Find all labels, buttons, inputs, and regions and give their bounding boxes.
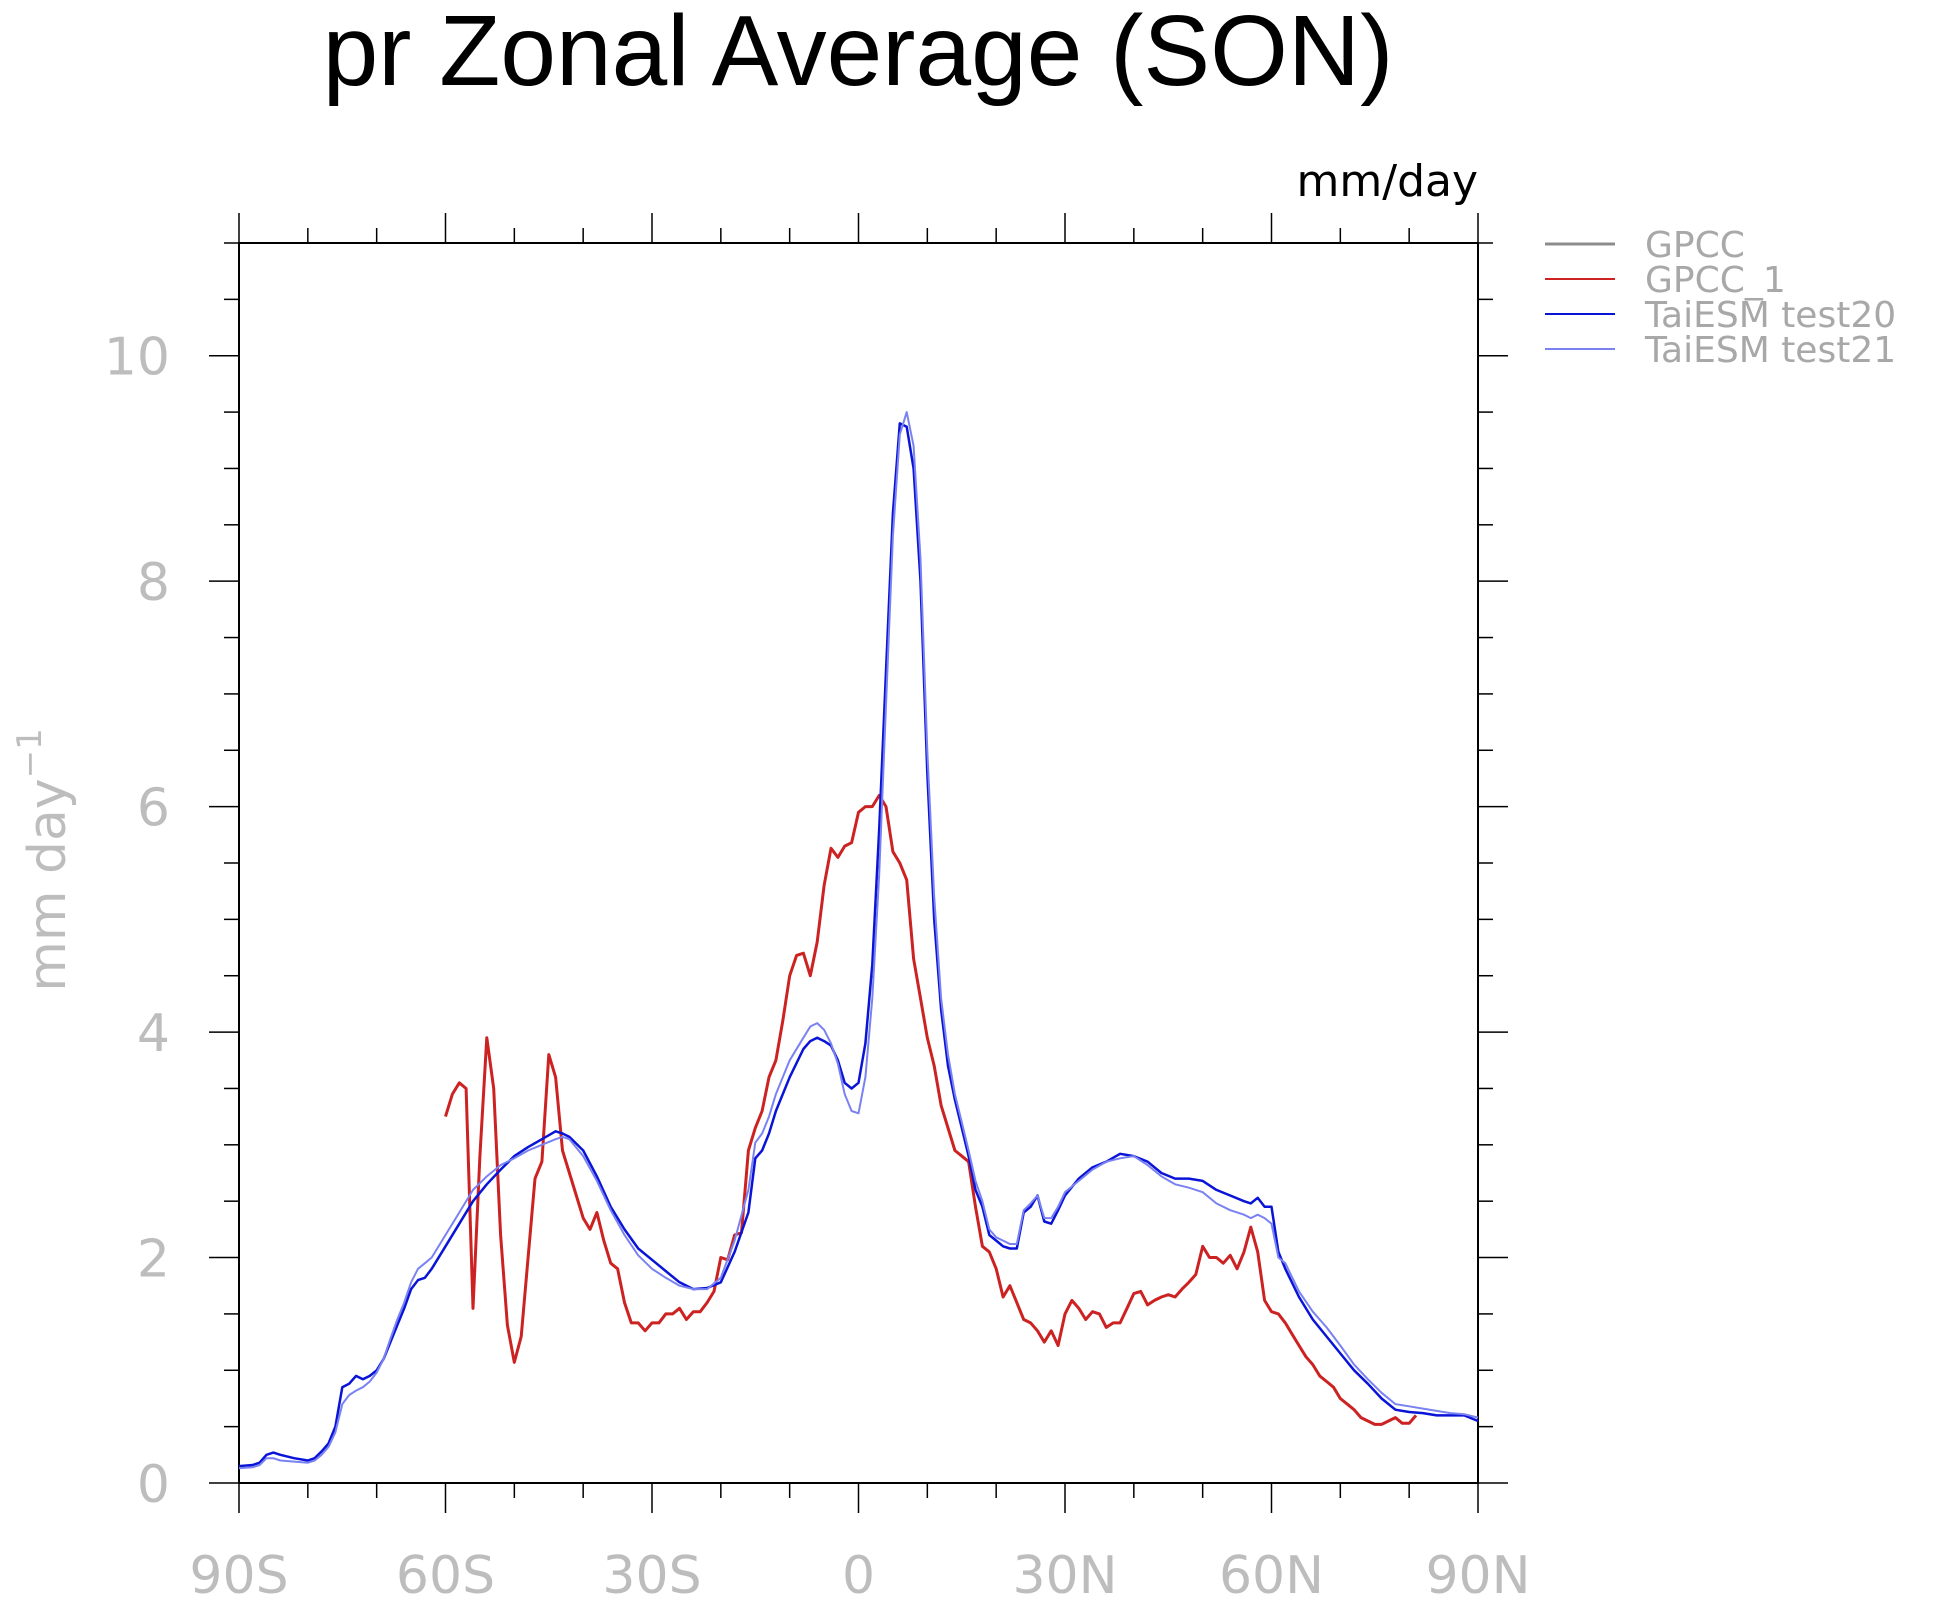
- y-axis-label-text: mm day: [18, 778, 78, 991]
- chart-title: pr Zonal Average (SON): [323, 0, 1394, 107]
- y-axis-label-exponent: −1: [10, 728, 50, 778]
- legend-label-gpcc: GPCC: [1645, 225, 1745, 266]
- series-line-taiesm-test20: [238, 422, 1479, 1468]
- series-line-taiesm-test21: [238, 411, 1479, 1470]
- y-axis-label: mm day−1: [10, 728, 78, 992]
- y-tick-label: 0: [137, 1455, 170, 1515]
- x-tick-label: 30N: [1012, 1546, 1117, 1601]
- legend-label-gpcc-1: GPCC_1: [1645, 260, 1786, 301]
- plot-frame: [238, 242, 1479, 1484]
- minor-ticks: [224, 228, 1493, 1498]
- x-tick-labels: 90S 60S 30S 0 30N 60N 90N: [189, 1546, 1530, 1601]
- y-tick-label: 4: [137, 1004, 170, 1064]
- y-tick-label: 10: [104, 328, 170, 388]
- x-tick-label: 90S: [189, 1546, 288, 1601]
- y-tick-label: 2: [137, 1230, 170, 1290]
- legend-label-taiesm-test20: TaiESM test20: [1644, 295, 1896, 336]
- x-tick-label: 60S: [396, 1546, 495, 1601]
- major-ticks: [209, 213, 1508, 1513]
- x-tick-label: 30S: [602, 1546, 701, 1601]
- legend-label-taiesm-test21: TaiESM test21: [1644, 330, 1896, 371]
- y-tick-labels: 0 2 4 6 8 10: [104, 328, 170, 1515]
- y-tick-label: 6: [137, 779, 170, 839]
- series-lines: [238, 411, 1479, 1470]
- units-label: mm/day: [1297, 156, 1478, 207]
- x-tick-label: 0: [842, 1546, 875, 1601]
- x-tick-label: 60N: [1219, 1546, 1324, 1601]
- y-tick-label: 8: [137, 553, 170, 613]
- x-tick-label: 90N: [1425, 1546, 1530, 1601]
- series-line-gpcc-1: [444, 793, 1418, 1426]
